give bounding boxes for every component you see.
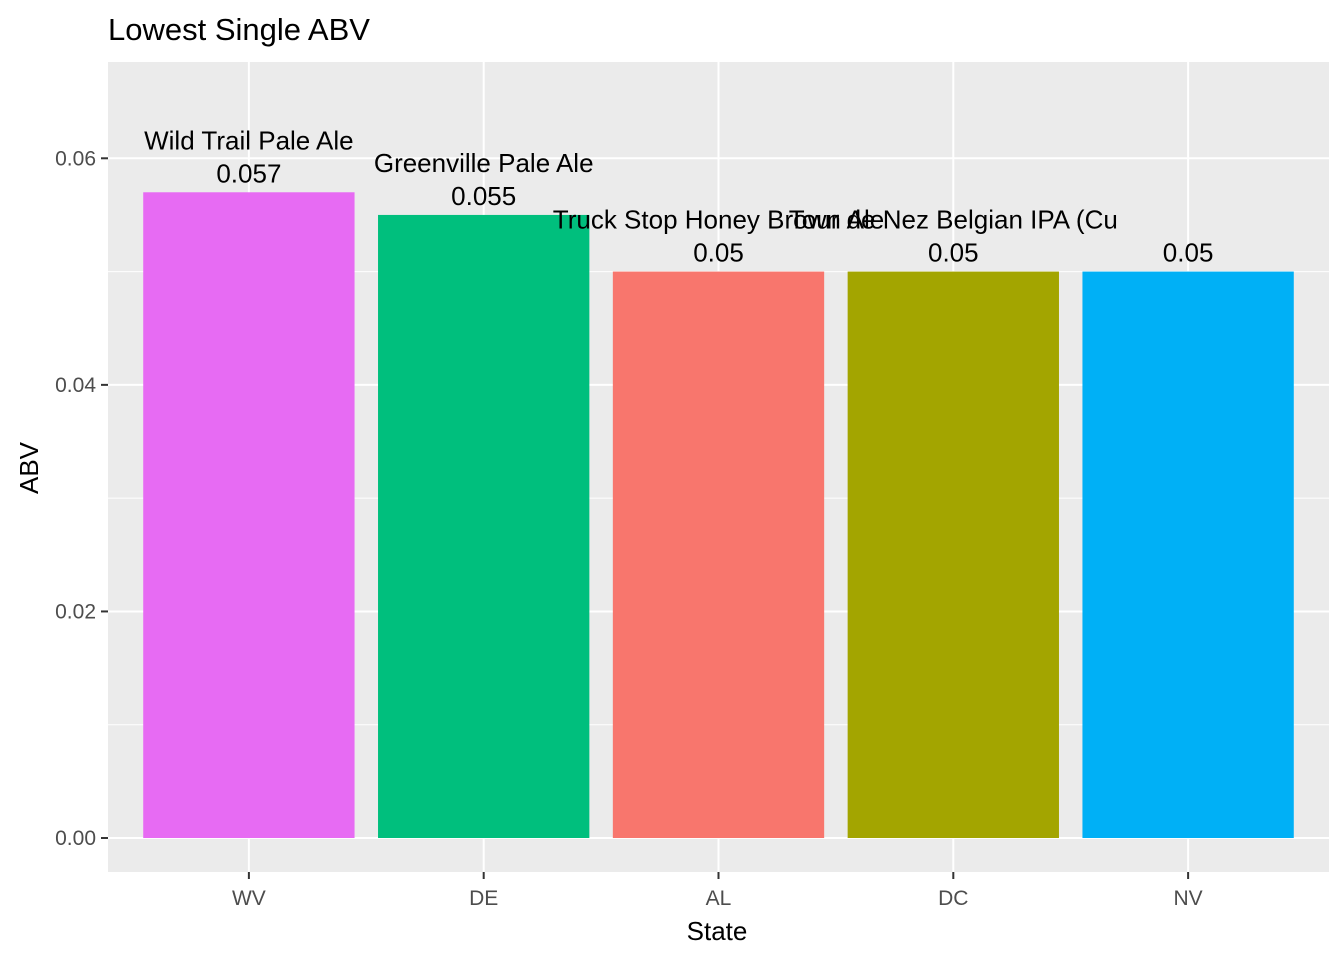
y-tick-label: 0.02 — [55, 600, 96, 623]
beer-name-label: Wild Trail Pale Ale — [144, 125, 354, 155]
value-label: 0.05 — [928, 238, 979, 268]
x-axis-title: State — [687, 916, 748, 946]
bar-wv — [143, 192, 355, 839]
bars — [143, 192, 1294, 839]
bar-dc — [847, 271, 1059, 839]
value-label: 0.055 — [451, 181, 516, 211]
beer-name-label: Tour de Nez Belgian IPA (Cu — [789, 205, 1118, 235]
chart-title: Lowest Single ABV — [108, 12, 370, 47]
x-tick-label: DC — [938, 887, 968, 910]
bar-de — [378, 214, 590, 839]
beer-name-label: Greenville Pale Ale — [374, 148, 594, 178]
x-tick-label: AL — [706, 887, 732, 910]
y-axis-title: ABV — [14, 441, 44, 494]
y-tick-label: 0.06 — [55, 147, 96, 170]
bar-nv — [1082, 271, 1294, 839]
x-tick-label: WV — [232, 887, 266, 910]
axes: 0.00 0.02 0.04 0.06 WV DE AL DC NV — [55, 147, 1203, 910]
value-label: 0.057 — [216, 158, 281, 188]
x-tick-label: DE — [469, 887, 498, 910]
value-label: 0.05 — [693, 238, 744, 268]
value-label: 0.05 — [1163, 238, 1214, 268]
y-tick-label: 0.00 — [55, 827, 96, 850]
beer-name-label: Truck Stop Honey Brown Ale — [553, 205, 884, 235]
bar-al — [612, 271, 825, 839]
y-tick-label: 0.04 — [55, 374, 96, 397]
x-tick-label: NV — [1174, 887, 1203, 910]
